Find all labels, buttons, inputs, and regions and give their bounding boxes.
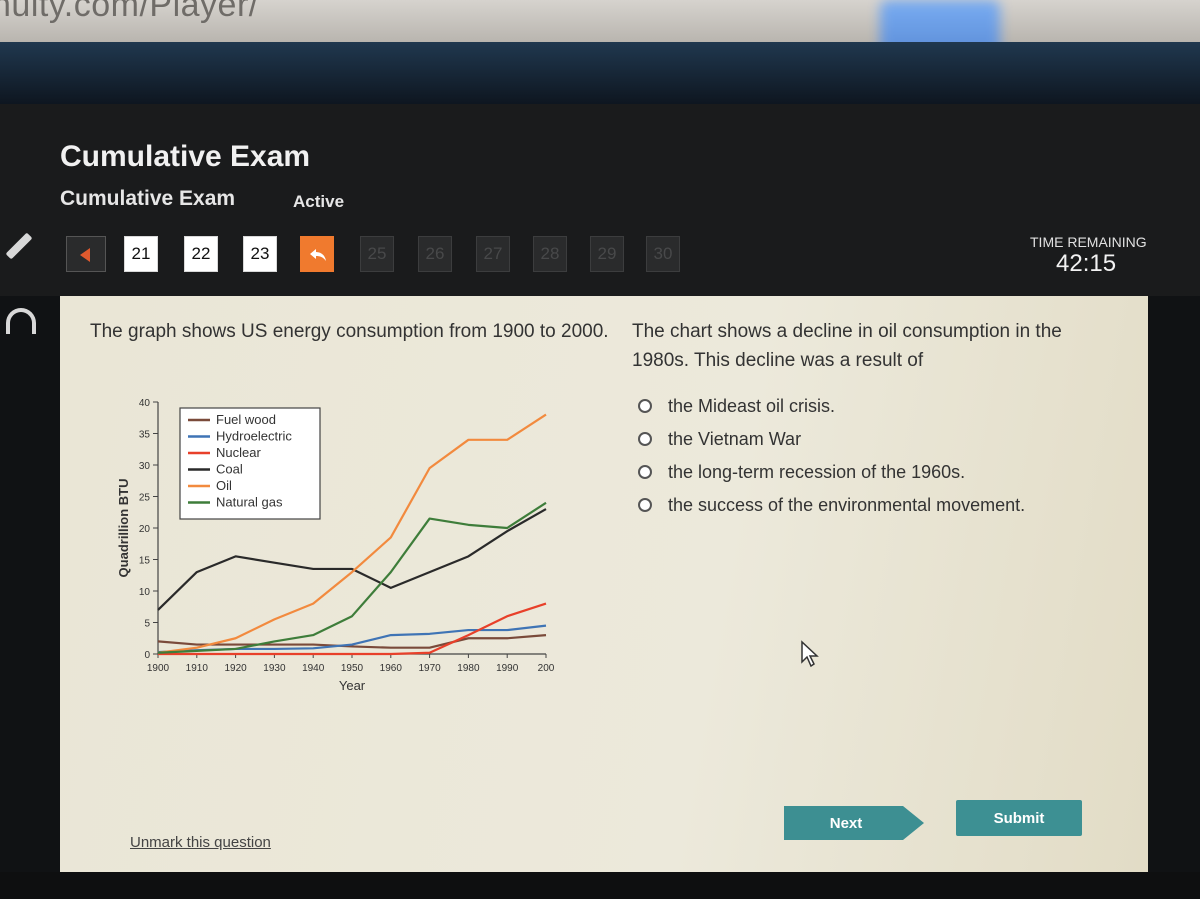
radio-button[interactable] — [638, 498, 652, 512]
exam-subtitle: Cumulative Exam — [60, 187, 236, 210]
x-tick-label: 1990 — [496, 663, 519, 674]
question-nav-26: 26 — [418, 236, 452, 272]
x-axis-label: Year — [339, 678, 366, 693]
url-fragment: nuity.com/Player/ — [0, 0, 259, 24]
series-line-coal — [157, 508, 547, 611]
x-tick-label: 1970 — [418, 663, 441, 674]
exam-status: Active — [293, 192, 345, 211]
question-nav-25: 25 — [360, 236, 394, 272]
question-stimulus: The graph shows US energy consumption fr… — [90, 321, 609, 342]
y-tick-label: 15 — [139, 556, 151, 567]
question-panel — [60, 296, 1148, 872]
radio-button[interactable] — [638, 399, 652, 413]
x-tick-label: 1910 — [186, 663, 209, 674]
previous-question-button[interactable] — [66, 236, 106, 272]
time-remaining-value: 42:15 — [1056, 250, 1117, 277]
y-tick-label: 30 — [139, 461, 151, 472]
x-tick-label: 1960 — [380, 663, 403, 674]
series-line-nuclear — [158, 602, 547, 656]
time-remaining-label: TIME REMAINING — [1030, 234, 1147, 250]
energy-consumption-chart: 0 5 10 15 20 25 30 35 40 1900 1910 1920 1930 1940 1950… — [100, 390, 560, 705]
legend-label: Fuel wood — [216, 412, 276, 427]
y-tick-label: 25 — [139, 493, 151, 504]
answer-option-4[interactable]: the success of the environmental movemen… — [638, 493, 1025, 517]
unmark-question-link[interactable]: Unmark this question — [130, 834, 271, 851]
series-line-natural-gas — [157, 501, 547, 654]
next-button[interactable]: Next — [784, 806, 924, 840]
answer-option-1[interactable]: the Mideast oil crisis. — [638, 394, 835, 418]
legend-label: Oil — [216, 478, 232, 493]
x-tick-label: 1980 — [457, 663, 480, 674]
answer-option-label: the long-term recession of the 1960s. — [668, 461, 966, 482]
y-tick-label: 20 — [139, 524, 151, 535]
y-tick-label: 0 — [144, 650, 150, 661]
browser-address-strip: nuity.com/Player/ — [0, 0, 1200, 42]
legend-label: Nuclear — [216, 445, 261, 460]
x-tick-label: 1900 — [147, 663, 170, 674]
radio-button[interactable] — [638, 465, 652, 479]
question-nav-current[interactable] — [300, 236, 334, 272]
legend-box — [179, 407, 321, 520]
chart-svg: 0 5 10 15 20 25 30 35 40 1900 1910 1920 1930 1940 1950… — [116, 398, 555, 693]
question-nav-30: 30 — [646, 236, 680, 272]
screen-bezel — [0, 872, 1200, 899]
y-tick-label: 10 — [139, 587, 151, 598]
legend-label: Coal — [216, 462, 243, 477]
x-tick-label: 1920 — [224, 663, 247, 674]
answer-option-label: the Mideast oil crisis. — [668, 395, 836, 416]
y-tick-label: 5 — [144, 619, 150, 630]
submit-button[interactable]: Submit — [956, 800, 1082, 836]
legend-label: Hydroelectric — [216, 429, 292, 444]
y-tick-label: 40 — [139, 398, 151, 409]
question-nav-23[interactable]: 23 — [243, 236, 277, 272]
top-band — [0, 42, 1200, 104]
question-nav-21[interactable]: 21 — [124, 236, 158, 272]
series-line-oil — [157, 413, 547, 654]
y-tick-label: 35 — [139, 430, 151, 441]
question-nav-29: 29 — [590, 236, 624, 272]
mouse-cursor-icon — [801, 640, 819, 668]
x-tick-label: 200 — [538, 663, 555, 674]
headphones-icon[interactable] — [6, 308, 36, 334]
x-tick-label: 1940 — [302, 663, 325, 674]
back-arrow-icon — [310, 249, 326, 261]
answer-option-label: the success of the environmental movemen… — [668, 494, 1026, 515]
x-tick-label: 1930 — [263, 663, 286, 674]
y-axis-label: Quadrillion BTU — [116, 479, 131, 578]
answer-option-3[interactable]: the long-term recession of the 1960s. — [638, 460, 965, 484]
x-tick-label: 1950 — [341, 663, 364, 674]
question-nav-27: 27 — [476, 236, 510, 272]
legend-label: Natural gas — [216, 495, 283, 510]
answer-option-2[interactable]: the Vietnam War — [638, 427, 801, 451]
series-line-fuel-wood — [157, 634, 547, 649]
question-prompt: The chart shows a decline in oil consump… — [632, 321, 1062, 371]
question-nav-22[interactable]: 22 — [184, 236, 218, 272]
exam-title: Cumulative Exam — [60, 140, 311, 173]
radio-button[interactable] — [638, 432, 652, 446]
answer-option-label: the Vietnam War — [668, 428, 802, 449]
question-nav-28: 28 — [533, 236, 567, 272]
